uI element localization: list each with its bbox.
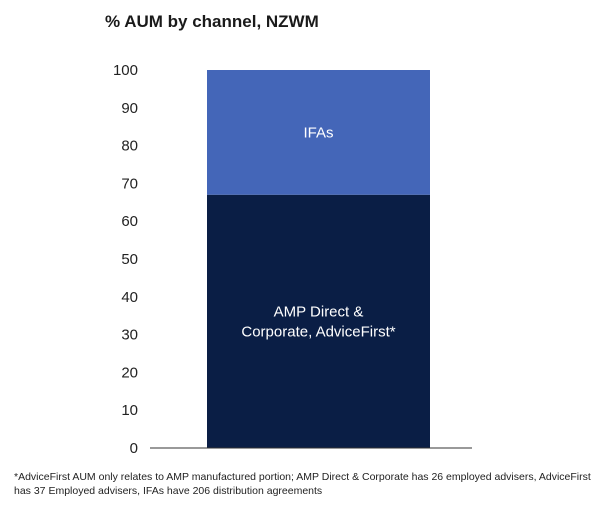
- y-tick-label: 90: [121, 100, 138, 117]
- y-tick-label: 30: [121, 327, 138, 344]
- bar-segment-1: [207, 70, 430, 195]
- y-tick-label: 40: [121, 289, 138, 306]
- y-tick-label: 80: [121, 138, 138, 155]
- footnote: *AdviceFirst AUM only relates to AMP man…: [14, 471, 591, 497]
- y-tick-label: 70: [121, 175, 138, 192]
- y-tick-label: 50: [121, 251, 138, 268]
- segment-label: IFAs: [303, 124, 333, 141]
- y-tick-label: 20: [121, 364, 138, 381]
- y-tick-label: 60: [121, 213, 138, 230]
- segment-label: AMP Direct &: [274, 303, 364, 320]
- bar-segment-0: [207, 194, 430, 448]
- chart-title: % AUM by channel, NZWM: [105, 12, 319, 31]
- segment-label: Corporate, AdviceFirst*: [241, 323, 395, 340]
- y-tick-label: 10: [121, 402, 138, 419]
- y-tick-label: 0: [130, 440, 138, 457]
- y-tick-label: 100: [113, 62, 138, 79]
